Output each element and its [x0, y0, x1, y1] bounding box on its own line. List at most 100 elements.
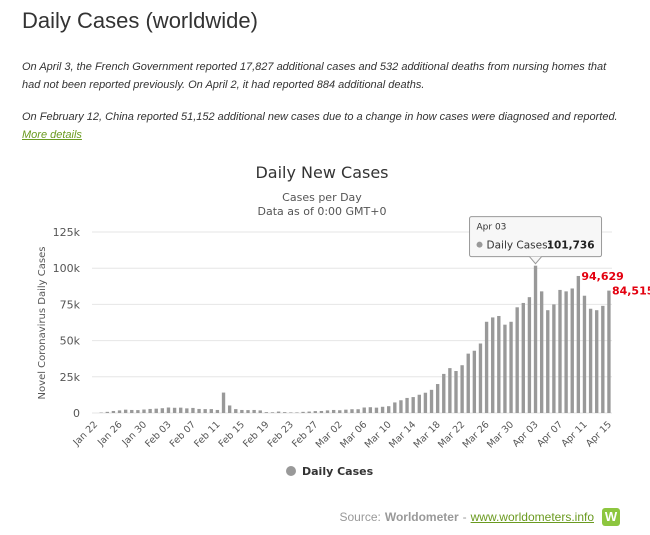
bar[interactable]	[472, 350, 477, 413]
bar[interactable]	[527, 297, 532, 413]
bar[interactable]	[142, 409, 146, 413]
bar[interactable]	[179, 407, 183, 413]
bar[interactable]	[136, 410, 140, 413]
bar[interactable]	[491, 317, 495, 413]
grid-layer	[92, 231, 612, 414]
bar[interactable]	[191, 407, 195, 413]
bar[interactable]	[362, 407, 366, 413]
bar[interactable]	[105, 411, 109, 413]
y-tick-layer: 0 25k 50k 75k 100k 125k	[53, 226, 81, 420]
bar[interactable]	[564, 291, 568, 413]
x-tick-label: Jan 26	[95, 419, 125, 449]
bar[interactable]	[497, 315, 501, 413]
bar[interactable]	[209, 409, 213, 413]
bar[interactable]	[576, 275, 581, 413]
bar[interactable]	[307, 411, 311, 413]
bar[interactable]	[539, 291, 544, 413]
bar[interactable]	[478, 343, 483, 413]
bar[interactable]	[423, 392, 428, 413]
bar[interactable]	[130, 409, 134, 413]
tooltip-marker	[476, 241, 483, 248]
bar[interactable]	[295, 412, 299, 413]
bar[interactable]	[607, 290, 611, 413]
bar[interactable]	[203, 409, 207, 413]
bar[interactable]	[227, 405, 232, 413]
bar[interactable]	[552, 304, 556, 413]
bar[interactable]	[448, 368, 452, 413]
bar[interactable]	[601, 305, 605, 413]
bar[interactable]	[466, 353, 470, 413]
bar[interactable]	[270, 412, 275, 413]
bar[interactable]	[442, 373, 446, 413]
bar[interactable]	[393, 402, 397, 413]
source-separator: -	[462, 510, 467, 524]
bar[interactable]	[289, 412, 293, 413]
bar[interactable]	[172, 407, 177, 413]
bar[interactable]	[558, 289, 562, 413]
bar[interactable]	[411, 397, 415, 413]
x-tick-label: Feb 19	[241, 419, 271, 449]
bar[interactable]	[117, 410, 122, 413]
bar[interactable]	[350, 409, 354, 413]
bar[interactable]	[374, 407, 379, 413]
bar[interactable]	[582, 295, 587, 413]
legend-label[interactable]: Daily Cases	[302, 465, 374, 478]
bar[interactable]	[215, 409, 220, 413]
bar[interactable]	[258, 410, 262, 413]
bar[interactable]	[484, 321, 489, 413]
bar[interactable]	[148, 408, 152, 413]
bar[interactable]	[503, 324, 507, 413]
bar[interactable]	[240, 409, 244, 413]
bar[interactable]	[399, 400, 403, 413]
bar[interactable]	[221, 392, 226, 413]
bar[interactable]	[380, 406, 385, 413]
bar[interactable]	[197, 408, 201, 413]
bar[interactable]	[111, 410, 116, 413]
bar[interactable]	[546, 310, 550, 413]
bar[interactable]	[588, 308, 593, 413]
bar[interactable]	[595, 310, 599, 413]
bar[interactable]	[454, 371, 458, 413]
bar[interactable]	[252, 409, 256, 413]
y-axis-label: Novel Coronavirus Daily Cases	[37, 247, 48, 400]
bar[interactable]	[283, 412, 287, 413]
bar[interactable]	[533, 265, 538, 413]
legend[interactable]: Daily Cases	[286, 465, 374, 478]
bar[interactable]	[356, 409, 360, 413]
more-details-link[interactable]: More details	[22, 129, 82, 141]
bar[interactable]	[276, 411, 281, 413]
bar[interactable]	[521, 302, 525, 413]
bar[interactable]	[185, 408, 189, 413]
bar[interactable]	[515, 307, 519, 413]
y-tick-label: 125k	[53, 226, 81, 239]
bar[interactable]	[509, 321, 513, 413]
x-tick-label: Mar 30	[485, 419, 516, 450]
bar[interactable]	[338, 410, 342, 413]
tooltip-date: Apr 03	[477, 223, 507, 233]
bar[interactable]	[166, 407, 171, 413]
bar[interactable]	[234, 409, 238, 413]
bar[interactable]	[264, 412, 269, 413]
bar[interactable]	[123, 409, 128, 413]
note-france: On April 3, the French Government report…	[22, 61, 607, 91]
bar[interactable]	[344, 409, 348, 413]
bar[interactable]	[246, 410, 250, 413]
bar[interactable]	[160, 408, 165, 413]
bar[interactable]	[368, 407, 373, 413]
bar[interactable]	[331, 409, 336, 413]
bar[interactable]	[435, 384, 440, 413]
x-tick-label: Jan 22	[71, 419, 101, 449]
source-link[interactable]: www.worldometers.info	[470, 510, 594, 524]
bar[interactable]	[301, 411, 305, 413]
bar[interactable]	[429, 389, 434, 413]
bar[interactable]	[387, 406, 391, 413]
bar[interactable]	[460, 365, 464, 413]
bar[interactable]	[417, 394, 421, 413]
bar[interactable]	[570, 288, 574, 413]
bar[interactable]	[405, 397, 409, 413]
bar[interactable]	[154, 408, 158, 413]
bar[interactable]	[313, 411, 317, 413]
bar[interactable]	[319, 410, 324, 413]
bar[interactable]	[325, 410, 330, 413]
